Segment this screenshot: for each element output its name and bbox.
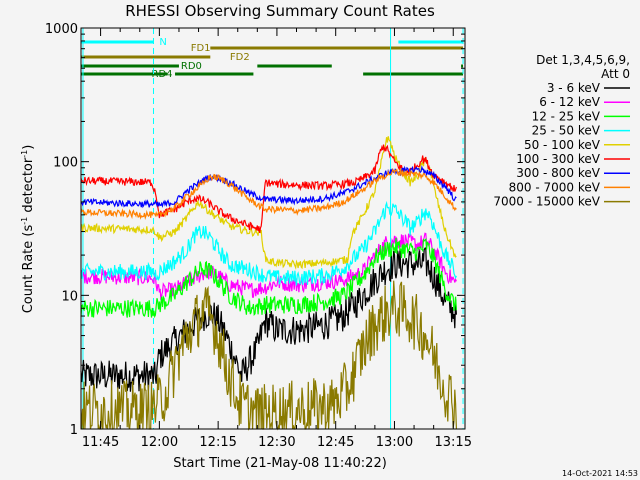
y-tick-label: 10	[61, 289, 78, 304]
x-tick-label: 12:45	[317, 435, 354, 450]
legend-label-3: 25 - 50 keV	[532, 124, 601, 138]
flag-label-rd0: RD0	[181, 61, 202, 72]
observing-flags: N FD1 FD2 RD0 RD4	[81, 37, 464, 80]
x-tick-label: 12:00	[141, 435, 178, 450]
x-tick-label: 11:45	[82, 435, 119, 450]
series-line-3	[80, 200, 457, 286]
legend-header-detectors: Det 1,3,4,5,6,9,	[536, 53, 630, 67]
series-line-7	[80, 168, 457, 221]
legend-label-7: 800 - 7000 keV	[509, 180, 601, 194]
series-line-8	[80, 280, 457, 431]
x-tick-label: 13:15	[435, 435, 472, 450]
y-axis-label-mid: detector	[21, 157, 36, 217]
event-markers	[82, 28, 464, 429]
legend-label-6: 300 - 800 keV	[516, 166, 600, 180]
series-line-1	[80, 232, 457, 301]
plot-frame	[80, 27, 466, 430]
y-tick-label: 1	[70, 423, 78, 438]
series-line-5	[80, 144, 457, 233]
axes: 11:45 12:00 12:15 12:30 12:45 13:00 13:15 1 10 10…	[45, 22, 472, 450]
y-axis-label-sup2: -1	[20, 150, 29, 158]
flag-label-fd2: FD2	[230, 52, 250, 63]
y-tick-label: 1000	[45, 22, 78, 37]
x-tick-label: 12:15	[199, 435, 236, 450]
flag-label-rd4: RD4	[152, 69, 173, 80]
chart-title: RHESSI Observing Summary Count Rates	[125, 2, 435, 20]
y-axis-label: Count Rate (s-1 detector-1)	[20, 145, 36, 314]
flag-label-fd1: FD1	[191, 43, 211, 54]
y-axis-label-end: )	[21, 145, 36, 150]
x-tick-label: 12:30	[258, 435, 295, 450]
legend-label-1: 6 - 12 keV	[539, 95, 601, 109]
legend-label-2: 12 - 25 keV	[532, 109, 601, 123]
y-axis-label-sup1: -1	[20, 217, 29, 225]
flag-label-n: N	[159, 37, 166, 48]
date-stamp: 14-Oct-2021 14:53	[562, 469, 638, 478]
x-axis-label: Start Time (21-May-08 11:40:22)	[173, 456, 387, 471]
legend-label-5: 100 - 300 keV	[516, 152, 600, 166]
series-line-2	[80, 237, 457, 319]
series-lines	[80, 136, 457, 431]
legend-label-8: 7000 - 15000 keV	[493, 195, 600, 209]
legend-label-0: 3 - 6 keV	[547, 81, 601, 95]
y-tick-label: 100	[53, 156, 78, 171]
legend-label-4: 50 - 100 keV	[524, 138, 601, 152]
y-axis-label-main: Count Rate (s	[21, 225, 36, 314]
legend-header-attenuator: Att 0	[601, 67, 630, 81]
x-tick-label: 13:00	[376, 435, 413, 450]
series-line-0	[80, 247, 457, 392]
series-line-4	[80, 136, 457, 270]
